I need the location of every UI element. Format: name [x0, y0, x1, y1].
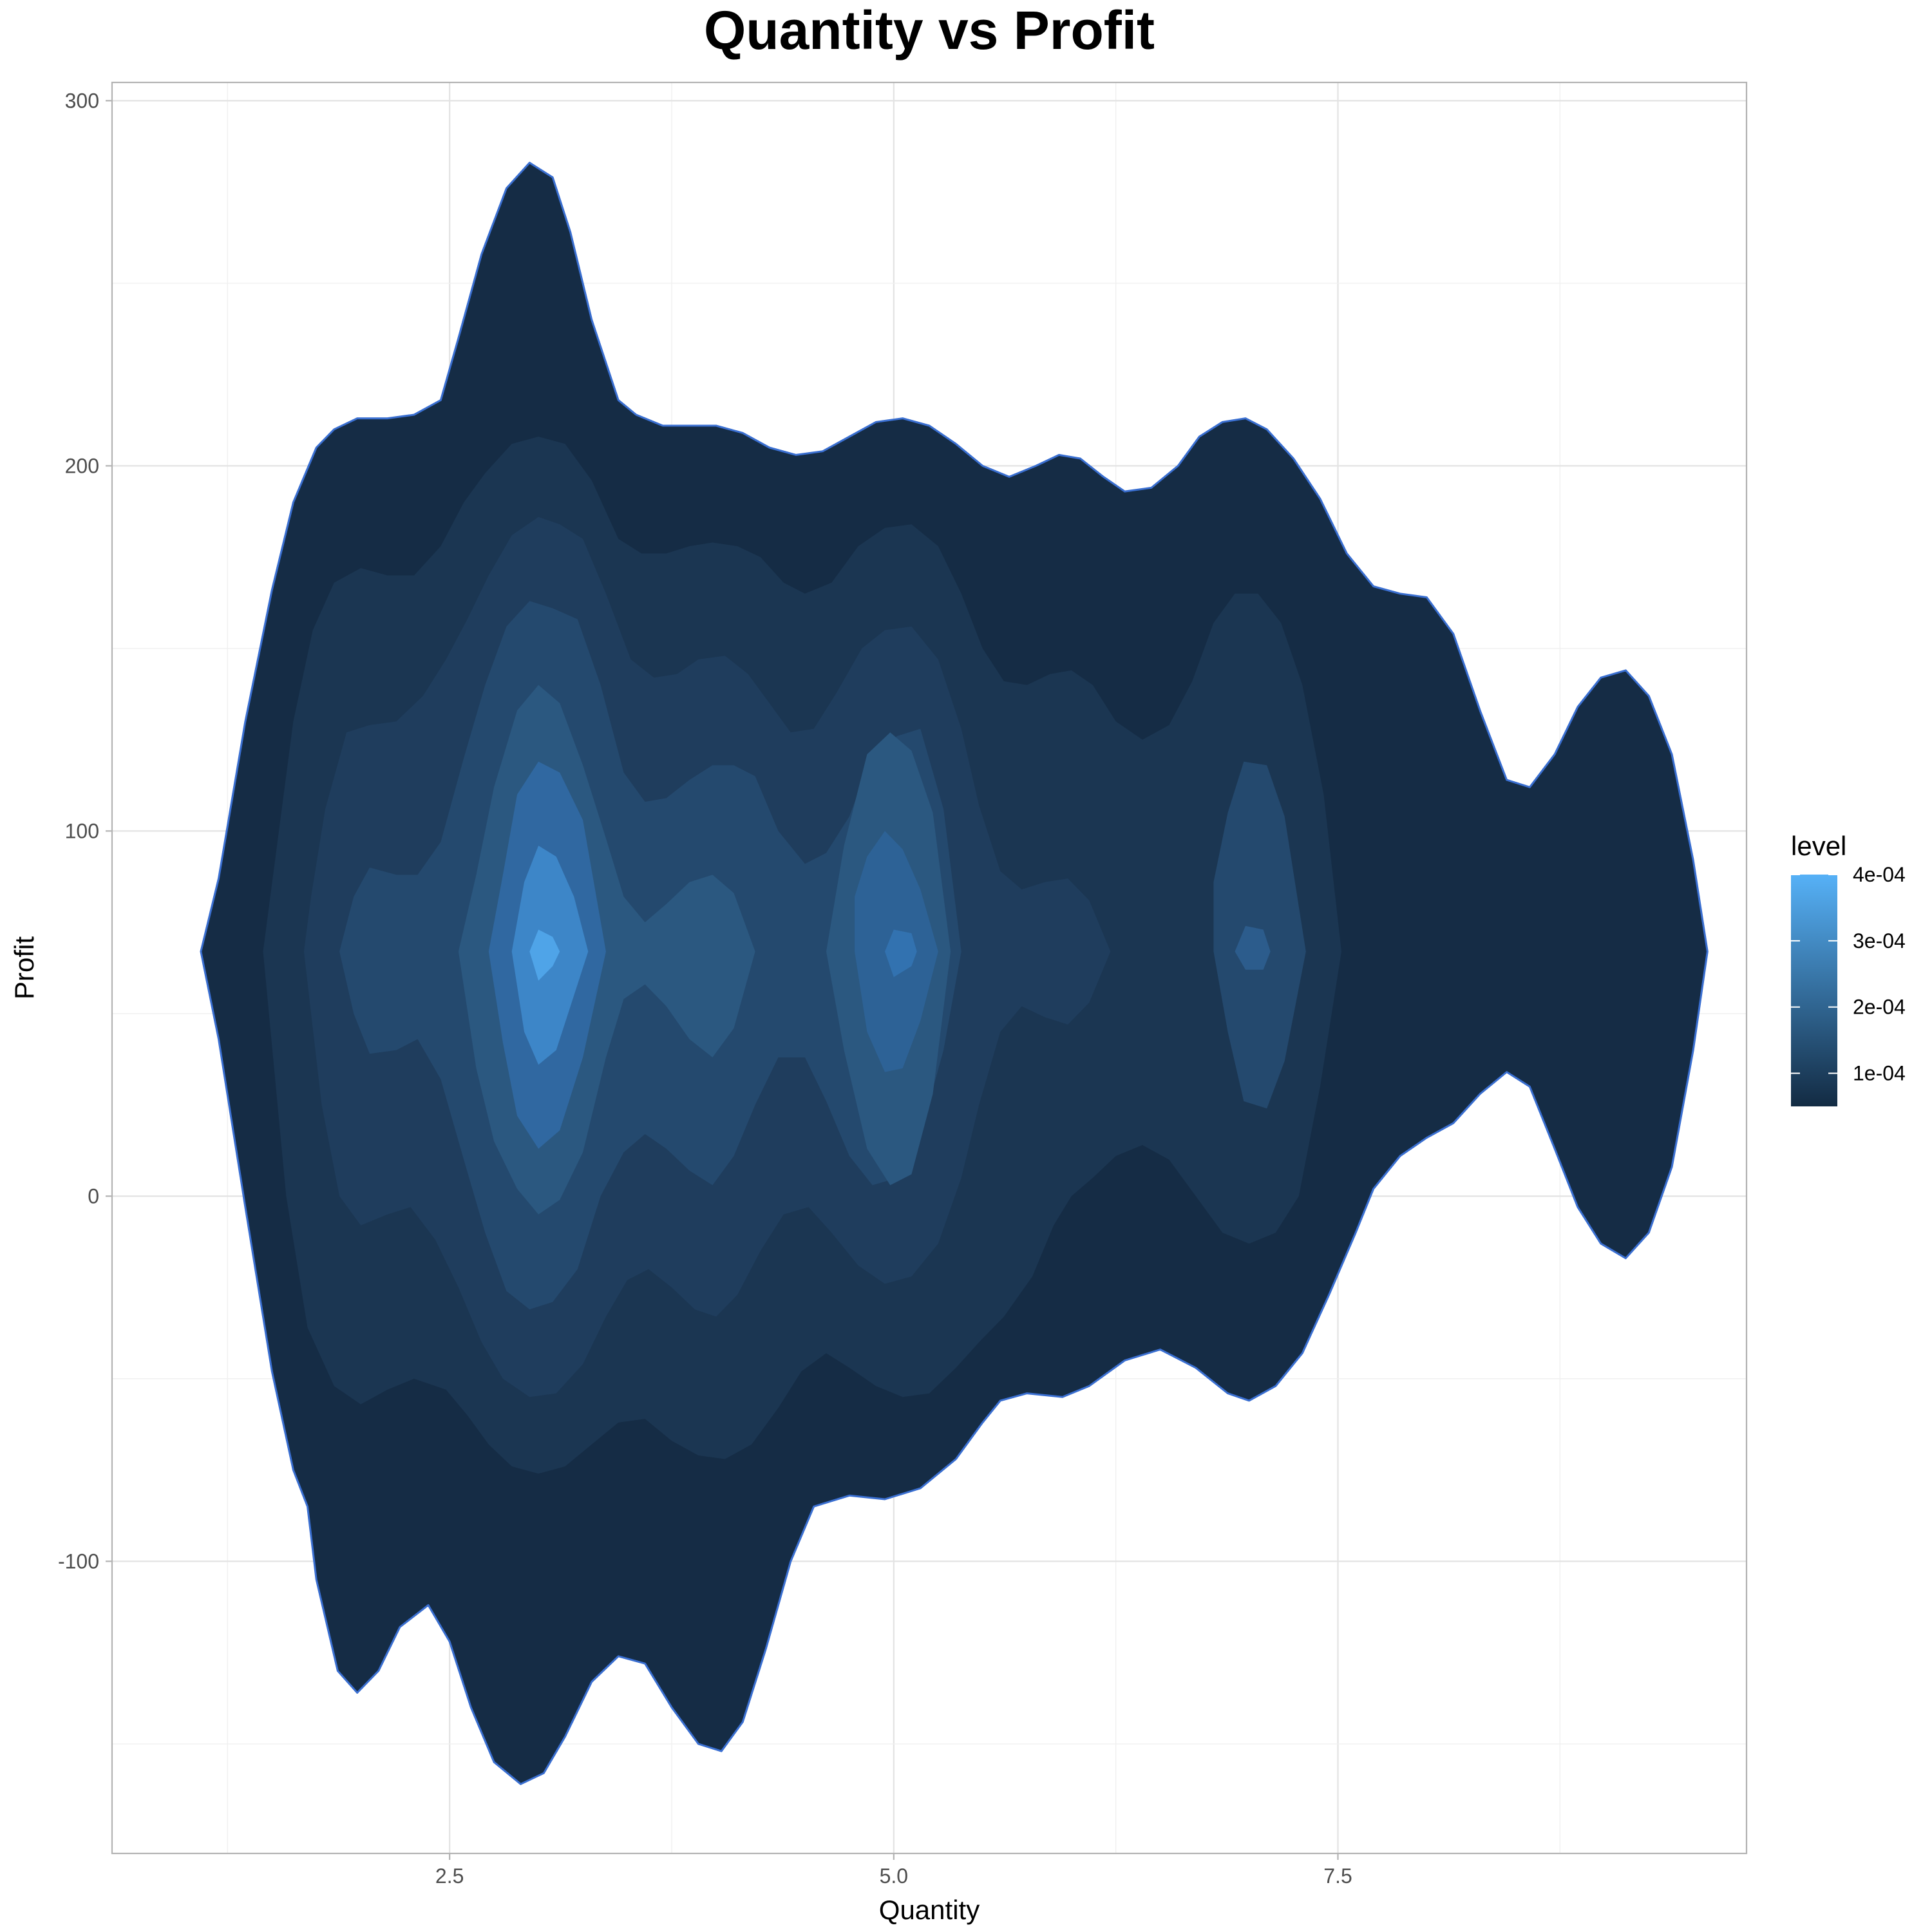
y-tick-label: 100 [65, 819, 99, 842]
chart-title: Quantity vs Profit [704, 0, 1155, 61]
legend-label: 1e-04 [1853, 1062, 1906, 1085]
contour-band-13 [529, 929, 560, 981]
legend-label: 4e-04 [1853, 863, 1906, 886]
y-tick-label: 0 [88, 1184, 99, 1208]
x-tick-label: 5.0 [880, 1864, 908, 1888]
y-tick-label: 300 [65, 89, 99, 112]
contour-band-12 [885, 929, 917, 978]
legend-label: 3e-04 [1853, 929, 1906, 952]
legend: level 1e-04 2e-04 3e-04 4e-04 [1791, 831, 1906, 1106]
x-tick-label: 2.5 [435, 1864, 464, 1888]
legend-colorbar [1791, 875, 1837, 1106]
plot-panel-border [111, 81, 1748, 1855]
x-axis: 2.5 5.0 7.5 [435, 1853, 1352, 1888]
y-axis: -100 0 100 200 300 [58, 89, 112, 1573]
x-axis-title: Quantity [879, 1895, 980, 1925]
legend-ticks: 1e-04 2e-04 3e-04 4e-04 [1791, 863, 1906, 1085]
legend-label: 2e-04 [1853, 996, 1906, 1019]
x-tick-label: 7.5 [1323, 1864, 1352, 1888]
y-axis-title: Profit [9, 936, 39, 999]
contour-band-10 [1235, 925, 1271, 970]
y-tick-label: -100 [58, 1549, 99, 1573]
legend-title: level [1791, 831, 1846, 861]
y-tick-label: 200 [65, 454, 99, 477]
density-contours [200, 162, 1709, 1785]
